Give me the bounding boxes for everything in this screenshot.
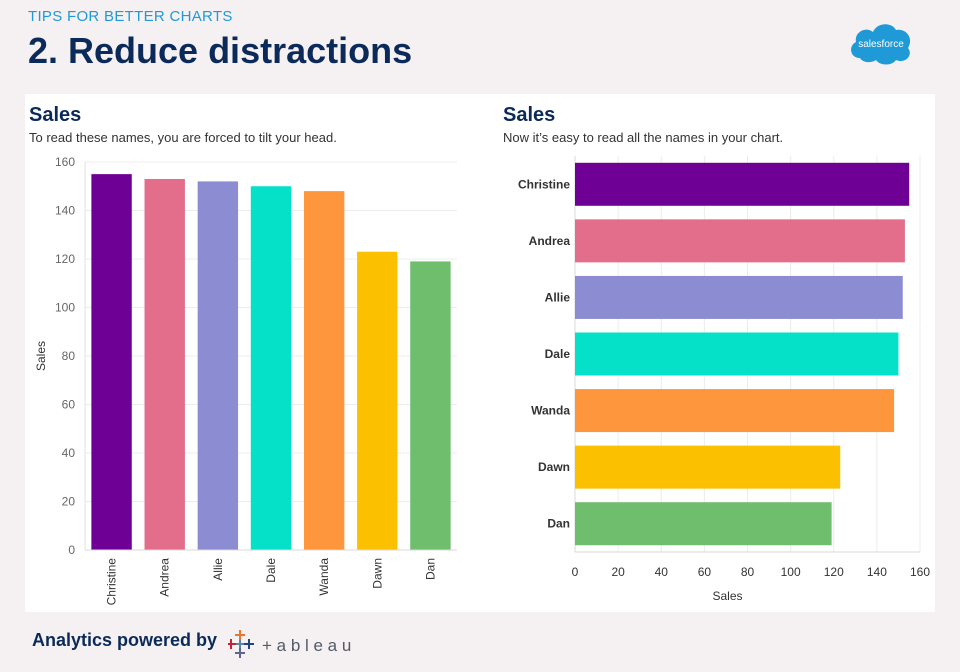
bar-allie — [575, 275, 903, 319]
y-tick-label: 80 — [62, 349, 76, 363]
tableau-cross-icon — [228, 630, 254, 658]
bar-christine — [575, 162, 910, 206]
bar-dale — [250, 186, 292, 550]
x-tick-label: 40 — [655, 565, 669, 579]
page-kicker: TIPS FOR BETTER CHARTS — [28, 8, 233, 25]
y-tick-label: Dan — [547, 517, 570, 531]
bar-dawn — [357, 251, 398, 550]
y-tick-label: Dawn — [538, 460, 570, 474]
y-tick-label: Allie — [545, 290, 571, 304]
bar-allie — [197, 181, 239, 550]
y-tick-label: 40 — [62, 446, 76, 460]
tableau-wordmark: + a b l e a u — [262, 636, 351, 655]
x-tick-label: 80 — [741, 565, 755, 579]
y-tick-label: 100 — [55, 301, 75, 315]
x-tick-label: Andrea — [158, 558, 172, 597]
right-chart-title: Sales — [503, 104, 556, 126]
horizontal-bar-chart: 0 20 40 60 80 100 120 140 160 Sales Christine Andre… — [518, 156, 930, 603]
y-tick-label: Dale — [545, 347, 571, 361]
left-chart-title: Sales — [29, 104, 82, 126]
bar-dawn — [575, 445, 841, 489]
bar-andrea — [575, 219, 905, 263]
left-chart-subtitle: To read these names, you are forced to t… — [29, 130, 337, 145]
bar-wanda — [575, 389, 895, 433]
x-tick-label: Wanda — [317, 558, 331, 596]
y-tick-label: 160 — [55, 155, 75, 169]
x-axis-title: Sales — [712, 589, 742, 603]
x-tick-label: 60 — [698, 565, 712, 579]
footer-text: Analytics powered by — [32, 630, 218, 650]
x-tick-label: 20 — [611, 565, 625, 579]
x-tick-label: Dawn — [370, 558, 384, 589]
y-tick-label: Christine — [518, 177, 570, 191]
y-tick-label: 140 — [55, 204, 75, 218]
vertical-bar-chart: 0 20 40 60 80 100 120 140 160 Sales Christine Andre… — [34, 155, 457, 606]
bar-christine — [91, 174, 132, 550]
bar-andrea — [144, 178, 185, 550]
bar-wanda — [303, 191, 345, 550]
x-tick-label: Christine — [105, 558, 119, 606]
y-tick-label: 20 — [62, 495, 76, 509]
y-tick-label: 120 — [55, 252, 75, 266]
x-tick-label: 140 — [867, 565, 887, 579]
y-tick-label: 60 — [62, 398, 76, 412]
logo-text: salesforce — [858, 39, 904, 50]
x-tick-label: Allie — [211, 558, 225, 581]
x-tick-label: 0 — [572, 565, 579, 579]
y-axis-title: Sales — [34, 341, 48, 371]
x-tick-label: Dale — [264, 558, 278, 583]
x-tick-label: 100 — [781, 565, 801, 579]
x-tick-label: 160 — [910, 565, 930, 579]
x-tick-label: Dan — [423, 558, 437, 580]
salesforce-logo: salesforce — [851, 24, 911, 65]
page-title: 2. Reduce distractions — [28, 30, 413, 71]
y-tick-label: 0 — [68, 543, 75, 557]
tableau-logo: + a b l e a u — [228, 630, 351, 658]
x-tick-label: 120 — [824, 565, 844, 579]
y-tick-label: Wanda — [531, 404, 570, 418]
right-chart-subtitle: Now it’s easy to read all the names in y… — [503, 130, 784, 145]
bar-dan — [410, 261, 451, 550]
y-tick-label: Andrea — [529, 234, 571, 248]
bar-dale — [575, 332, 899, 376]
bar-dan — [575, 502, 832, 546]
